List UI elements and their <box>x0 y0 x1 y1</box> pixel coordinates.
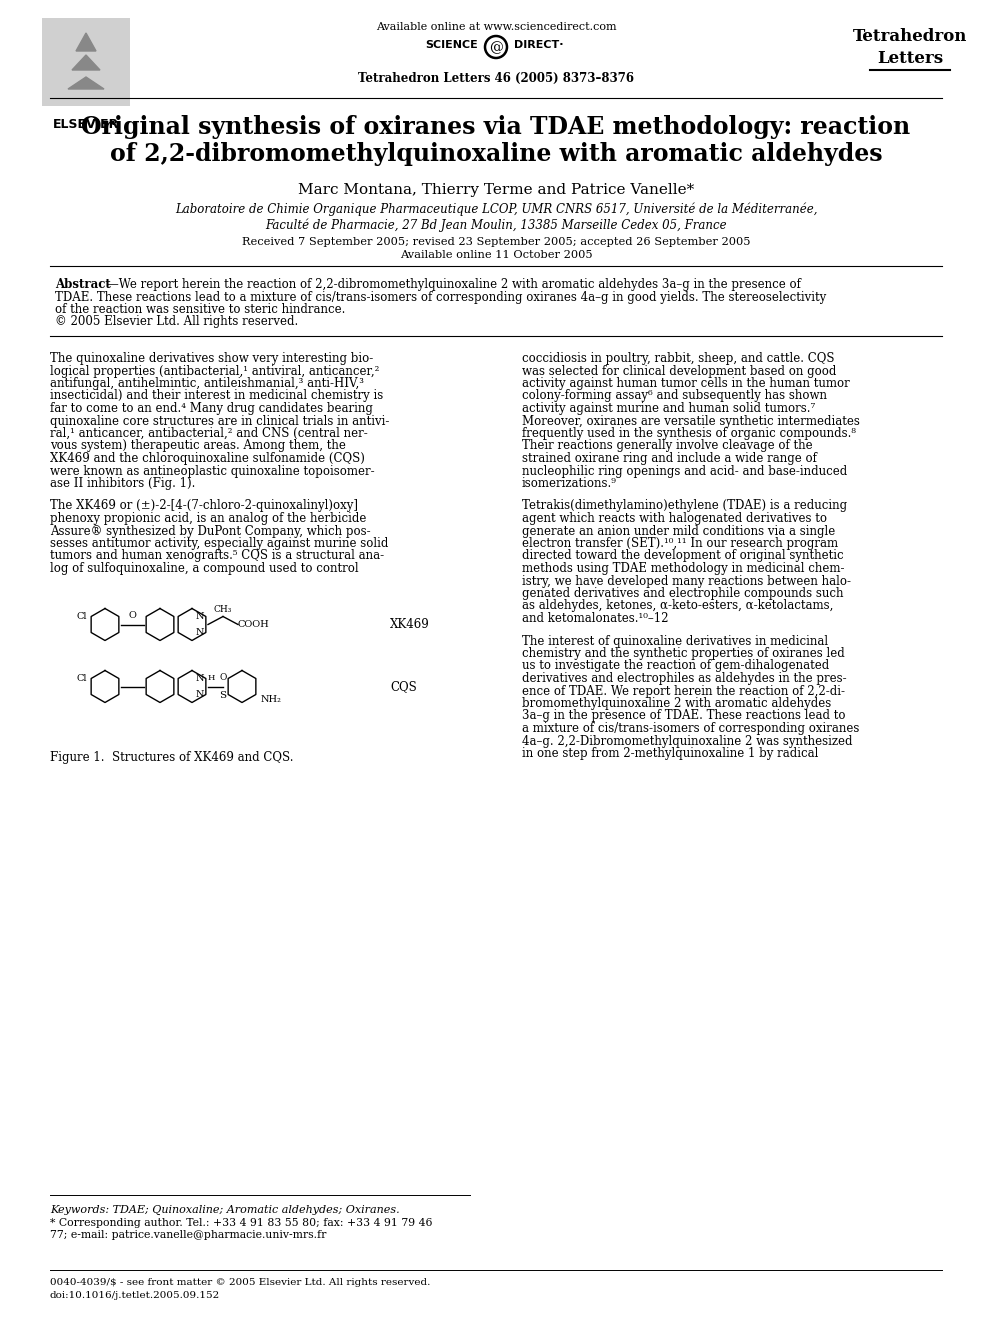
Text: ase II inhibitors (Fig. 1).: ase II inhibitors (Fig. 1). <box>50 478 195 490</box>
Text: Figure 1.  Structures of XK469 and CQS.: Figure 1. Structures of XK469 and CQS. <box>50 751 294 765</box>
Text: The interest of quinoxaline derivatives in medicinal: The interest of quinoxaline derivatives … <box>522 635 828 647</box>
Text: 0040-4039/$ - see front matter © 2005 Elsevier Ltd. All rights reserved.: 0040-4039/$ - see front matter © 2005 El… <box>50 1278 431 1287</box>
Text: of 2,2-dibromomethylquinoxaline with aromatic aldehydes: of 2,2-dibromomethylquinoxaline with aro… <box>110 142 882 165</box>
Text: The quinoxaline derivatives show very interesting bio-: The quinoxaline derivatives show very in… <box>50 352 373 365</box>
Text: DIRECT·: DIRECT· <box>514 40 563 50</box>
Text: The XK469 or (±)-2-[4-(7-chloro-2-quinoxalinyl)oxy]: The XK469 or (±)-2-[4-(7-chloro-2-quinox… <box>50 500 358 512</box>
Text: as aldehydes, ketones, α-keto-esters, α-ketolactams,: as aldehydes, ketones, α-keto-esters, α-… <box>522 599 833 613</box>
Text: ence of TDAE. We report herein the reaction of 2,2-di-: ence of TDAE. We report herein the react… <box>522 684 845 697</box>
Text: Abstract: Abstract <box>55 278 111 291</box>
Text: activity against human tumor cells in the human tumor: activity against human tumor cells in th… <box>522 377 850 390</box>
Text: 3a–g in the presence of TDAE. These reactions lead to: 3a–g in the presence of TDAE. These reac… <box>522 709 845 722</box>
Text: CQS: CQS <box>390 680 417 693</box>
Text: colony-forming assay⁶ and subsequently has shown: colony-forming assay⁶ and subsequently h… <box>522 389 827 402</box>
Text: istry, we have developed many reactions between halo-: istry, we have developed many reactions … <box>522 574 851 587</box>
Text: * Corresponding author. Tel.: +33 4 91 83 55 80; fax: +33 4 91 79 46: * Corresponding author. Tel.: +33 4 91 8… <box>50 1218 433 1228</box>
Text: SCIENCE: SCIENCE <box>426 40 478 50</box>
Text: Tetrahedron Letters 46 (2005) 8373–8376: Tetrahedron Letters 46 (2005) 8373–8376 <box>358 71 634 85</box>
Text: Available online at www.sciencedirect.com: Available online at www.sciencedirect.co… <box>376 22 616 32</box>
Text: Cl: Cl <box>76 613 87 620</box>
Text: 77; e-mail: patrice.vanelle@pharmacie.univ-mrs.fr: 77; e-mail: patrice.vanelle@pharmacie.un… <box>50 1230 326 1240</box>
Text: generate an anion under mild conditions via a single: generate an anion under mild conditions … <box>522 524 835 537</box>
Text: N: N <box>195 673 204 683</box>
Text: NH₂: NH₂ <box>261 695 282 704</box>
Text: were known as antineoplastic quinoxaline topoisomer-: were known as antineoplastic quinoxaline… <box>50 464 375 478</box>
Text: Keywords: TDAE; Quinoxaline; Aromatic aldehydes; Oxiranes.: Keywords: TDAE; Quinoxaline; Aromatic al… <box>50 1205 400 1215</box>
Text: COOH: COOH <box>238 620 270 628</box>
Text: logical properties (antibacterial,¹ antiviral, anticancer,²: logical properties (antibacterial,¹ anti… <box>50 365 379 377</box>
Text: CH₃: CH₃ <box>214 606 232 614</box>
Text: us to investigate the reaction of gem-dihalogenated: us to investigate the reaction of gem-di… <box>522 659 829 672</box>
Text: tumors and human xenografts.⁵ CQS is a structural ana-: tumors and human xenografts.⁵ CQS is a s… <box>50 549 384 562</box>
Text: strained oxirane ring and include a wide range of: strained oxirane ring and include a wide… <box>522 452 816 464</box>
Text: doi:10.1016/j.tetlet.2005.09.152: doi:10.1016/j.tetlet.2005.09.152 <box>50 1291 220 1301</box>
Text: isomerizations.⁹: isomerizations.⁹ <box>522 478 617 490</box>
Polygon shape <box>68 77 104 89</box>
Text: insecticidal) and their interest in medicinal chemistry is: insecticidal) and their interest in medi… <box>50 389 383 402</box>
Text: © 2005 Elsevier Ltd. All rights reserved.: © 2005 Elsevier Ltd. All rights reserved… <box>55 315 299 328</box>
Text: agent which reacts with halogenated derivatives to: agent which reacts with halogenated deri… <box>522 512 827 525</box>
Text: Received 7 September 2005; revised 23 September 2005; accepted 26 September 2005: Received 7 September 2005; revised 23 Se… <box>242 237 750 247</box>
Bar <box>42 19 130 106</box>
Text: bromomethylquinoxaline 2 with aromatic aldehydes: bromomethylquinoxaline 2 with aromatic a… <box>522 697 831 710</box>
Text: chemistry and the synthetic properties of oxiranes led: chemistry and the synthetic properties o… <box>522 647 845 660</box>
Text: was selected for clinical development based on good: was selected for clinical development ba… <box>522 365 836 377</box>
Text: antifungal, antihelmintic, antileishmanial,³ anti-HIV,³: antifungal, antihelmintic, antileishmani… <box>50 377 364 390</box>
Text: Original synthesis of oxiranes via TDAE methodology: reaction: Original synthesis of oxiranes via TDAE … <box>81 115 911 139</box>
Text: of the reaction was sensitive to steric hindrance.: of the reaction was sensitive to steric … <box>55 303 345 316</box>
Polygon shape <box>76 33 96 52</box>
Text: Marc Montana, Thierry Terme and Patrice Vanelle*: Marc Montana, Thierry Terme and Patrice … <box>298 183 694 197</box>
Text: and ketomalonates.¹⁰–12: and ketomalonates.¹⁰–12 <box>522 613 669 624</box>
Text: —We report herein the reaction of 2,2-dibromomethylquinoxaline 2 with aromatic a: —We report herein the reaction of 2,2-di… <box>107 278 801 291</box>
Text: methods using TDAE methodology in medicinal chem-: methods using TDAE methodology in medici… <box>522 562 844 576</box>
Text: N: N <box>195 628 204 636</box>
Text: Their reactions generally involve cleavage of the: Their reactions generally involve cleava… <box>522 439 812 452</box>
Text: O: O <box>129 611 137 620</box>
Text: N: N <box>195 691 204 699</box>
Text: vous system) therapeutic areas. Among them, the: vous system) therapeutic areas. Among th… <box>50 439 346 452</box>
Text: directed toward the development of original synthetic: directed toward the development of origi… <box>522 549 843 562</box>
Text: sesses antitumor activity, especially against murine solid: sesses antitumor activity, especially ag… <box>50 537 389 550</box>
Text: log of sulfoquinoxaline, a compound used to control: log of sulfoquinoxaline, a compound used… <box>50 562 359 576</box>
Text: derivatives and electrophiles as aldehydes in the pres-: derivatives and electrophiles as aldehyd… <box>522 672 846 685</box>
Text: nucleophilic ring openings and acid- and base-induced: nucleophilic ring openings and acid- and… <box>522 464 847 478</box>
Text: quinoxaline core structures are in clinical trials in antivi-: quinoxaline core structures are in clini… <box>50 414 390 427</box>
Text: electron transfer (SET).¹⁰,¹¹ In our research program: electron transfer (SET).¹⁰,¹¹ In our res… <box>522 537 838 550</box>
Text: coccidiosis in poultry, rabbit, sheep, and cattle. CQS: coccidiosis in poultry, rabbit, sheep, a… <box>522 352 834 365</box>
Polygon shape <box>72 56 100 70</box>
Text: 4a–g. 2,2-Dibromomethylquinoxaline 2 was synthesized: 4a–g. 2,2-Dibromomethylquinoxaline 2 was… <box>522 734 852 747</box>
Text: Moreover, oxiranes are versatile synthetic intermediates: Moreover, oxiranes are versatile synthet… <box>522 414 860 427</box>
Text: Faculté de Pharmacie, 27 Bd Jean Moulin, 13385 Marseille Cedex 05, France: Faculté de Pharmacie, 27 Bd Jean Moulin,… <box>265 218 727 232</box>
Text: in one step from 2-methylquinoxaline 1 by radical: in one step from 2-methylquinoxaline 1 b… <box>522 747 818 759</box>
Text: XK469 and the chloroquinoxaline sulfonamide (CQS): XK469 and the chloroquinoxaline sulfonam… <box>50 452 365 464</box>
Text: ral,¹ anticancer, antibacterial,² and CNS (central ner-: ral,¹ anticancer, antibacterial,² and CN… <box>50 427 368 441</box>
Text: TDAE. These reactions lead to a mixture of cis/trans-isomers of corresponding ox: TDAE. These reactions lead to a mixture … <box>55 291 826 303</box>
Text: Assure® synthesized by DuPont Company, which pos-: Assure® synthesized by DuPont Company, w… <box>50 524 371 537</box>
Text: Tetrahedron: Tetrahedron <box>853 28 967 45</box>
Text: a mixture of cis/trans-isomers of corresponding oxiranes: a mixture of cis/trans-isomers of corres… <box>522 722 859 736</box>
Text: Letters: Letters <box>877 50 943 67</box>
Text: XK469: XK469 <box>390 618 430 631</box>
Text: far to come to an end.⁴ Many drug candidates bearing: far to come to an end.⁴ Many drug candid… <box>50 402 373 415</box>
Text: N: N <box>195 613 204 620</box>
Text: Tetrakis(dimethylamino)ethylene (TDAE) is a reducing: Tetrakis(dimethylamino)ethylene (TDAE) i… <box>522 500 847 512</box>
Text: Laboratoire de Chimie Organique Pharmaceutique LCOP, UMR CNRS 6517, Université d: Laboratoire de Chimie Organique Pharmace… <box>175 202 817 217</box>
Text: ELSEVIER: ELSEVIER <box>53 118 119 131</box>
Text: activity against murine and human solid tumors.⁷: activity against murine and human solid … <box>522 402 815 415</box>
Text: Available online 11 October 2005: Available online 11 October 2005 <box>400 250 592 261</box>
Text: phenoxy propionic acid, is an analog of the herbicide: phenoxy propionic acid, is an analog of … <box>50 512 366 525</box>
Text: O: O <box>219 672 227 681</box>
Text: S: S <box>219 692 226 700</box>
Text: @: @ <box>489 40 503 54</box>
Text: H: H <box>207 675 214 683</box>
Text: Cl: Cl <box>76 673 87 683</box>
Text: genated derivatives and electrophile compounds such: genated derivatives and electrophile com… <box>522 587 843 601</box>
Text: frequently used in the synthesis of organic compounds.⁸: frequently used in the synthesis of orga… <box>522 427 856 441</box>
